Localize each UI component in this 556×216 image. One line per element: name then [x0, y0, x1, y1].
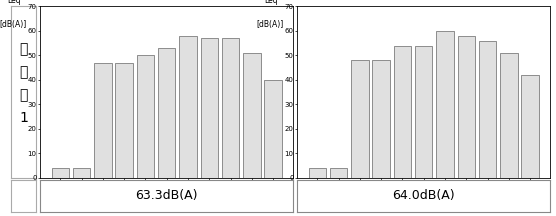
Bar — [201, 38, 218, 178]
Bar — [309, 168, 326, 178]
Bar — [52, 168, 69, 178]
Bar — [94, 63, 112, 178]
X-axis label: Frequency(Hz): Frequency(Hz) — [139, 189, 195, 198]
Text: 굴
삭
기
1: 굴 삭 기 1 — [19, 42, 28, 125]
Bar — [351, 60, 369, 178]
Bar — [522, 75, 539, 178]
Text: Leq: Leq — [264, 0, 277, 5]
Bar — [479, 41, 497, 178]
Bar — [158, 48, 176, 178]
Bar — [436, 31, 454, 178]
Bar — [265, 80, 282, 178]
Bar — [415, 46, 433, 178]
Text: 64.0dB(A): 64.0dB(A) — [393, 189, 455, 202]
Text: [dB(A)]: [dB(A)] — [256, 20, 284, 29]
Bar — [394, 46, 411, 178]
Bar — [116, 63, 133, 178]
Bar — [137, 56, 154, 178]
Text: 63.3dB(A): 63.3dB(A) — [136, 189, 198, 202]
Bar — [373, 60, 390, 178]
Bar — [243, 53, 261, 178]
Bar — [73, 168, 90, 178]
Bar — [222, 38, 239, 178]
Bar — [458, 36, 475, 178]
Bar — [330, 168, 348, 178]
Bar — [500, 53, 518, 178]
Text: [dB(A)]: [dB(A)] — [0, 20, 27, 29]
Bar — [179, 36, 197, 178]
Text: Leq: Leq — [7, 0, 21, 5]
X-axis label: Frequency(Hz): Frequency(Hz) — [396, 189, 451, 198]
